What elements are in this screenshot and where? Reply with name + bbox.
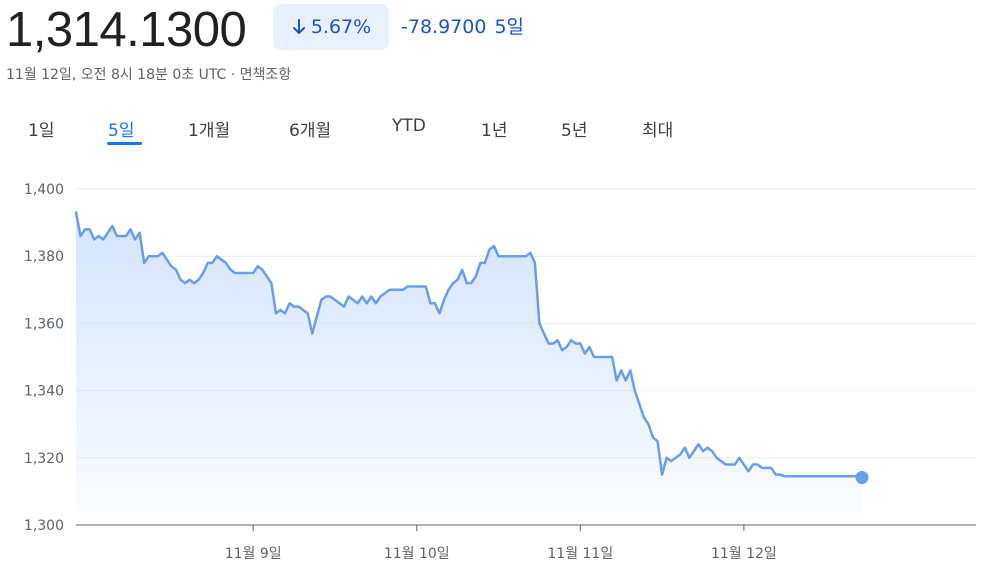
timestamp: 11월 12일, 오전 8시 18분 0초 UTC · 면책조항: [6, 67, 292, 83]
tab-ytd[interactable]: YTD: [392, 116, 426, 136]
change-percent: 5.67%: [310, 16, 372, 38]
tab-1d[interactable]: 1일: [28, 121, 55, 141]
y-tick-label: 1,320: [24, 451, 64, 467]
arrow-down-icon: [292, 19, 305, 34]
x-tick-label: 11월 12일: [711, 546, 777, 562]
y-tick-label: 1,400: [24, 182, 64, 198]
y-tick-label: 1,360: [24, 316, 64, 332]
price-chart[interactable]: 1,300 1,320 1,340 1,360 1,380 1,400 11월 9일 11월 …: [0, 165, 986, 565]
tab-5y[interactable]: 5년: [561, 121, 588, 141]
tab-max[interactable]: 최대: [642, 121, 674, 141]
y-tick-label: 1,340: [24, 384, 64, 400]
active-tab-indicator: [107, 142, 142, 145]
tab-5d[interactable]: 5일: [108, 121, 135, 141]
price-line: [74, 211, 864, 479]
current-price-marker: [855, 471, 869, 485]
tab-1y[interactable]: 1년: [481, 121, 508, 141]
tab-6m[interactable]: 6개월: [289, 121, 332, 141]
x-tick-label: 11월 10일: [384, 546, 450, 562]
y-tick-label: 1,380: [24, 249, 64, 265]
current-price: 1,314.1300: [6, 3, 247, 57]
x-tick-label: 11월 9일: [225, 546, 282, 562]
tab-1m[interactable]: 1개월: [188, 121, 231, 141]
y-tick-label: 1,300: [24, 518, 64, 534]
change-period: 5일: [494, 16, 525, 38]
price-area-fill: [76, 212, 862, 514]
range-tabs: 1일 5일 1개월 6개월 YTD 1년 5년 최대: [0, 112, 760, 152]
change-percent-badge: 5.67%: [273, 4, 389, 50]
change-summary: -78.9700 5일: [401, 12, 524, 39]
change-value: -78.9700: [401, 16, 487, 38]
x-tick-label: 11월 11일: [547, 546, 613, 562]
